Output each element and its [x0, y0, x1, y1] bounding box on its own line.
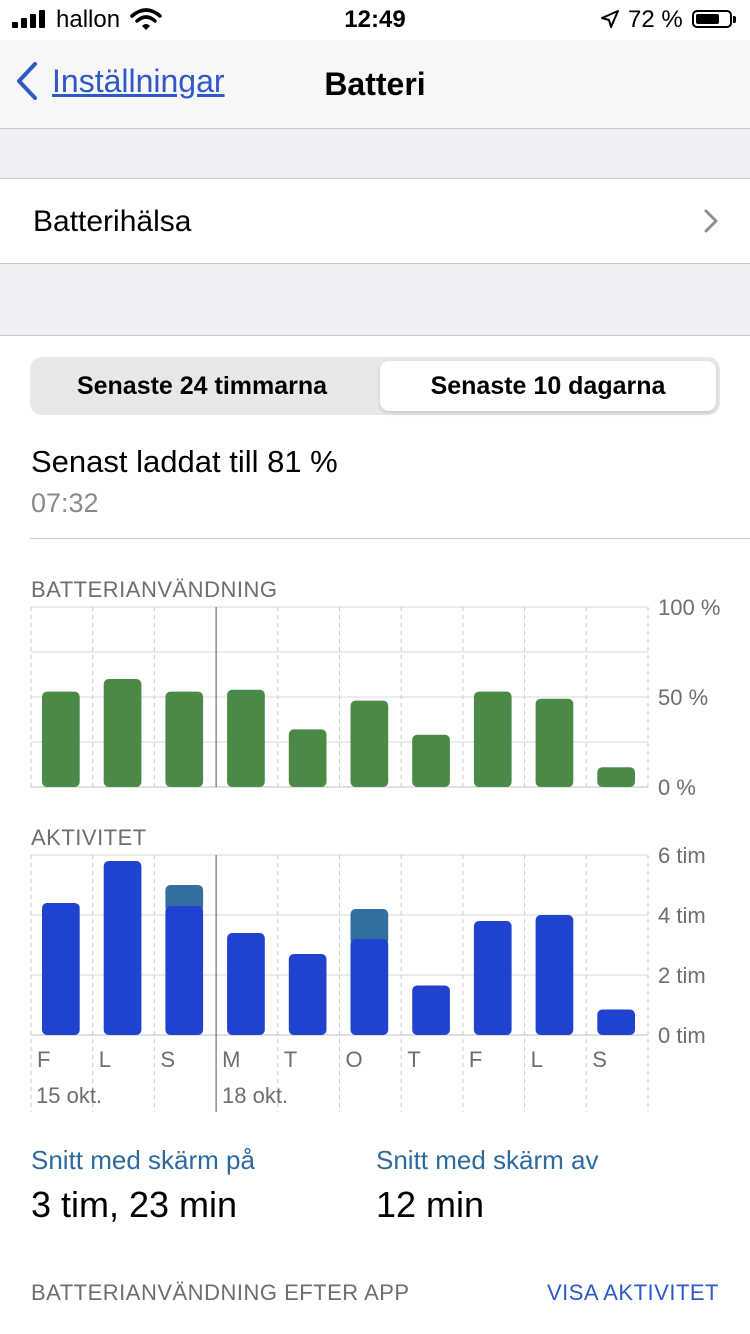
- activity-bar-screen-on: [350, 939, 389, 1035]
- usage-by-app-title: BATTERIANVÄNDNING EFTER APP: [31, 1280, 410, 1305]
- activity-bar-screen-on: [473, 921, 512, 1035]
- wifi-icon: [130, 8, 162, 30]
- activity-bar-screen-on: [535, 915, 574, 1035]
- screen-off-value: 12 min: [376, 1184, 485, 1225]
- date-label-2: 18 okt.: [222, 1083, 289, 1108]
- segment-last-24-hours[interactable]: Senaste 24 timmarna: [76, 372, 328, 400]
- period-segmented-control: Senaste 24 timmarna Senaste 10 dagarna: [30, 357, 720, 415]
- activity-bar-screen-on: [227, 933, 265, 1035]
- navigation-bar: Inställningar Batteri: [0, 40, 750, 129]
- activity-y-label-2: 2 tim: [658, 963, 706, 988]
- activity-y-label-0: 0 tim: [658, 1023, 706, 1048]
- location-arrow-icon: [601, 10, 619, 28]
- battery-health-label: Batterihälsa: [33, 205, 192, 238]
- day-label: F: [468, 1047, 483, 1072]
- usage-y-label-50: 50 %: [658, 685, 709, 710]
- day-label: S: [592, 1047, 607, 1072]
- activity-bar-screen-off: [165, 885, 204, 912]
- activity-bar-screen-on: [412, 985, 450, 1035]
- activity-bar-screen-on: [42, 903, 80, 1035]
- day-label: F: [37, 1047, 51, 1072]
- date-label-1: 15 okt.: [36, 1083, 103, 1108]
- section-spacer: [0, 129, 750, 178]
- activity-bar-screen-off: [350, 909, 389, 945]
- usage-bar: [473, 691, 512, 787]
- divider: [30, 538, 750, 539]
- usage-bar: [42, 691, 80, 787]
- usage-bar: [288, 729, 327, 787]
- usage-bar: [103, 679, 142, 787]
- last-charged-text: Senast laddat till 81 %: [31, 444, 338, 479]
- activity-bar-screen-on: [103, 861, 142, 1035]
- usage-bar: [227, 689, 265, 787]
- carrier-name: hallon: [56, 6, 121, 33]
- status-bar: hallon 12:49 72 %: [0, 0, 750, 40]
- usage-bar: [165, 691, 204, 787]
- activity-title: AKTIVITET: [31, 825, 147, 850]
- usage-bar: [535, 698, 574, 787]
- signal-strength-icon: [12, 10, 48, 28]
- day-label: T: [407, 1047, 421, 1072]
- usage-bar: [350, 700, 389, 787]
- section-spacer: [0, 264, 750, 336]
- screen-on-value: 3 tim, 23 min: [31, 1184, 238, 1225]
- day-label: L: [530, 1047, 543, 1072]
- last-charged-time: 07:32: [31, 488, 99, 518]
- activity-bar-screen-on: [165, 906, 204, 1035]
- screen-on-label: Snitt med skärm på: [31, 1145, 255, 1175]
- usage-y-label-100: 100 %: [658, 595, 721, 620]
- back-button[interactable]: Inställningar: [16, 62, 225, 100]
- battery-health-row[interactable]: Batterihälsa: [0, 178, 750, 264]
- day-label: T: [283, 1047, 298, 1072]
- usage-y-label-0: 0 %: [658, 775, 696, 800]
- battery-icon: [692, 10, 736, 28]
- show-activity-link[interactable]: VISA AKTIVITET: [546, 1280, 719, 1305]
- battery-percent: 72 %: [628, 6, 683, 33]
- back-button-label: Inställningar: [52, 62, 225, 99]
- usage-bar: [412, 734, 450, 787]
- usage-bar: [597, 767, 635, 787]
- segment-last-10-days[interactable]: Senaste 10 dagarna: [380, 361, 716, 411]
- battery-charts: [30, 606, 649, 1112]
- activity-y-label-6: 6 tim: [658, 843, 706, 868]
- day-label: S: [160, 1047, 176, 1072]
- battery-usage-title: BATTERIANVÄNDNING: [31, 577, 278, 602]
- chevron-left-icon: [17, 62, 37, 100]
- clock: 12:49: [344, 6, 406, 33]
- day-label: L: [98, 1047, 111, 1072]
- day-label: M: [222, 1047, 241, 1072]
- activity-bar-screen-on: [288, 954, 327, 1035]
- activity-bar-screen-on: [597, 1009, 635, 1035]
- chevron-right-icon: [704, 209, 718, 233]
- activity-y-label-4: 4 tim: [658, 903, 706, 928]
- screen-off-label: Snitt med skärm av: [376, 1145, 599, 1175]
- day-label: O: [345, 1047, 363, 1072]
- page-title: Batteri: [324, 66, 426, 102]
